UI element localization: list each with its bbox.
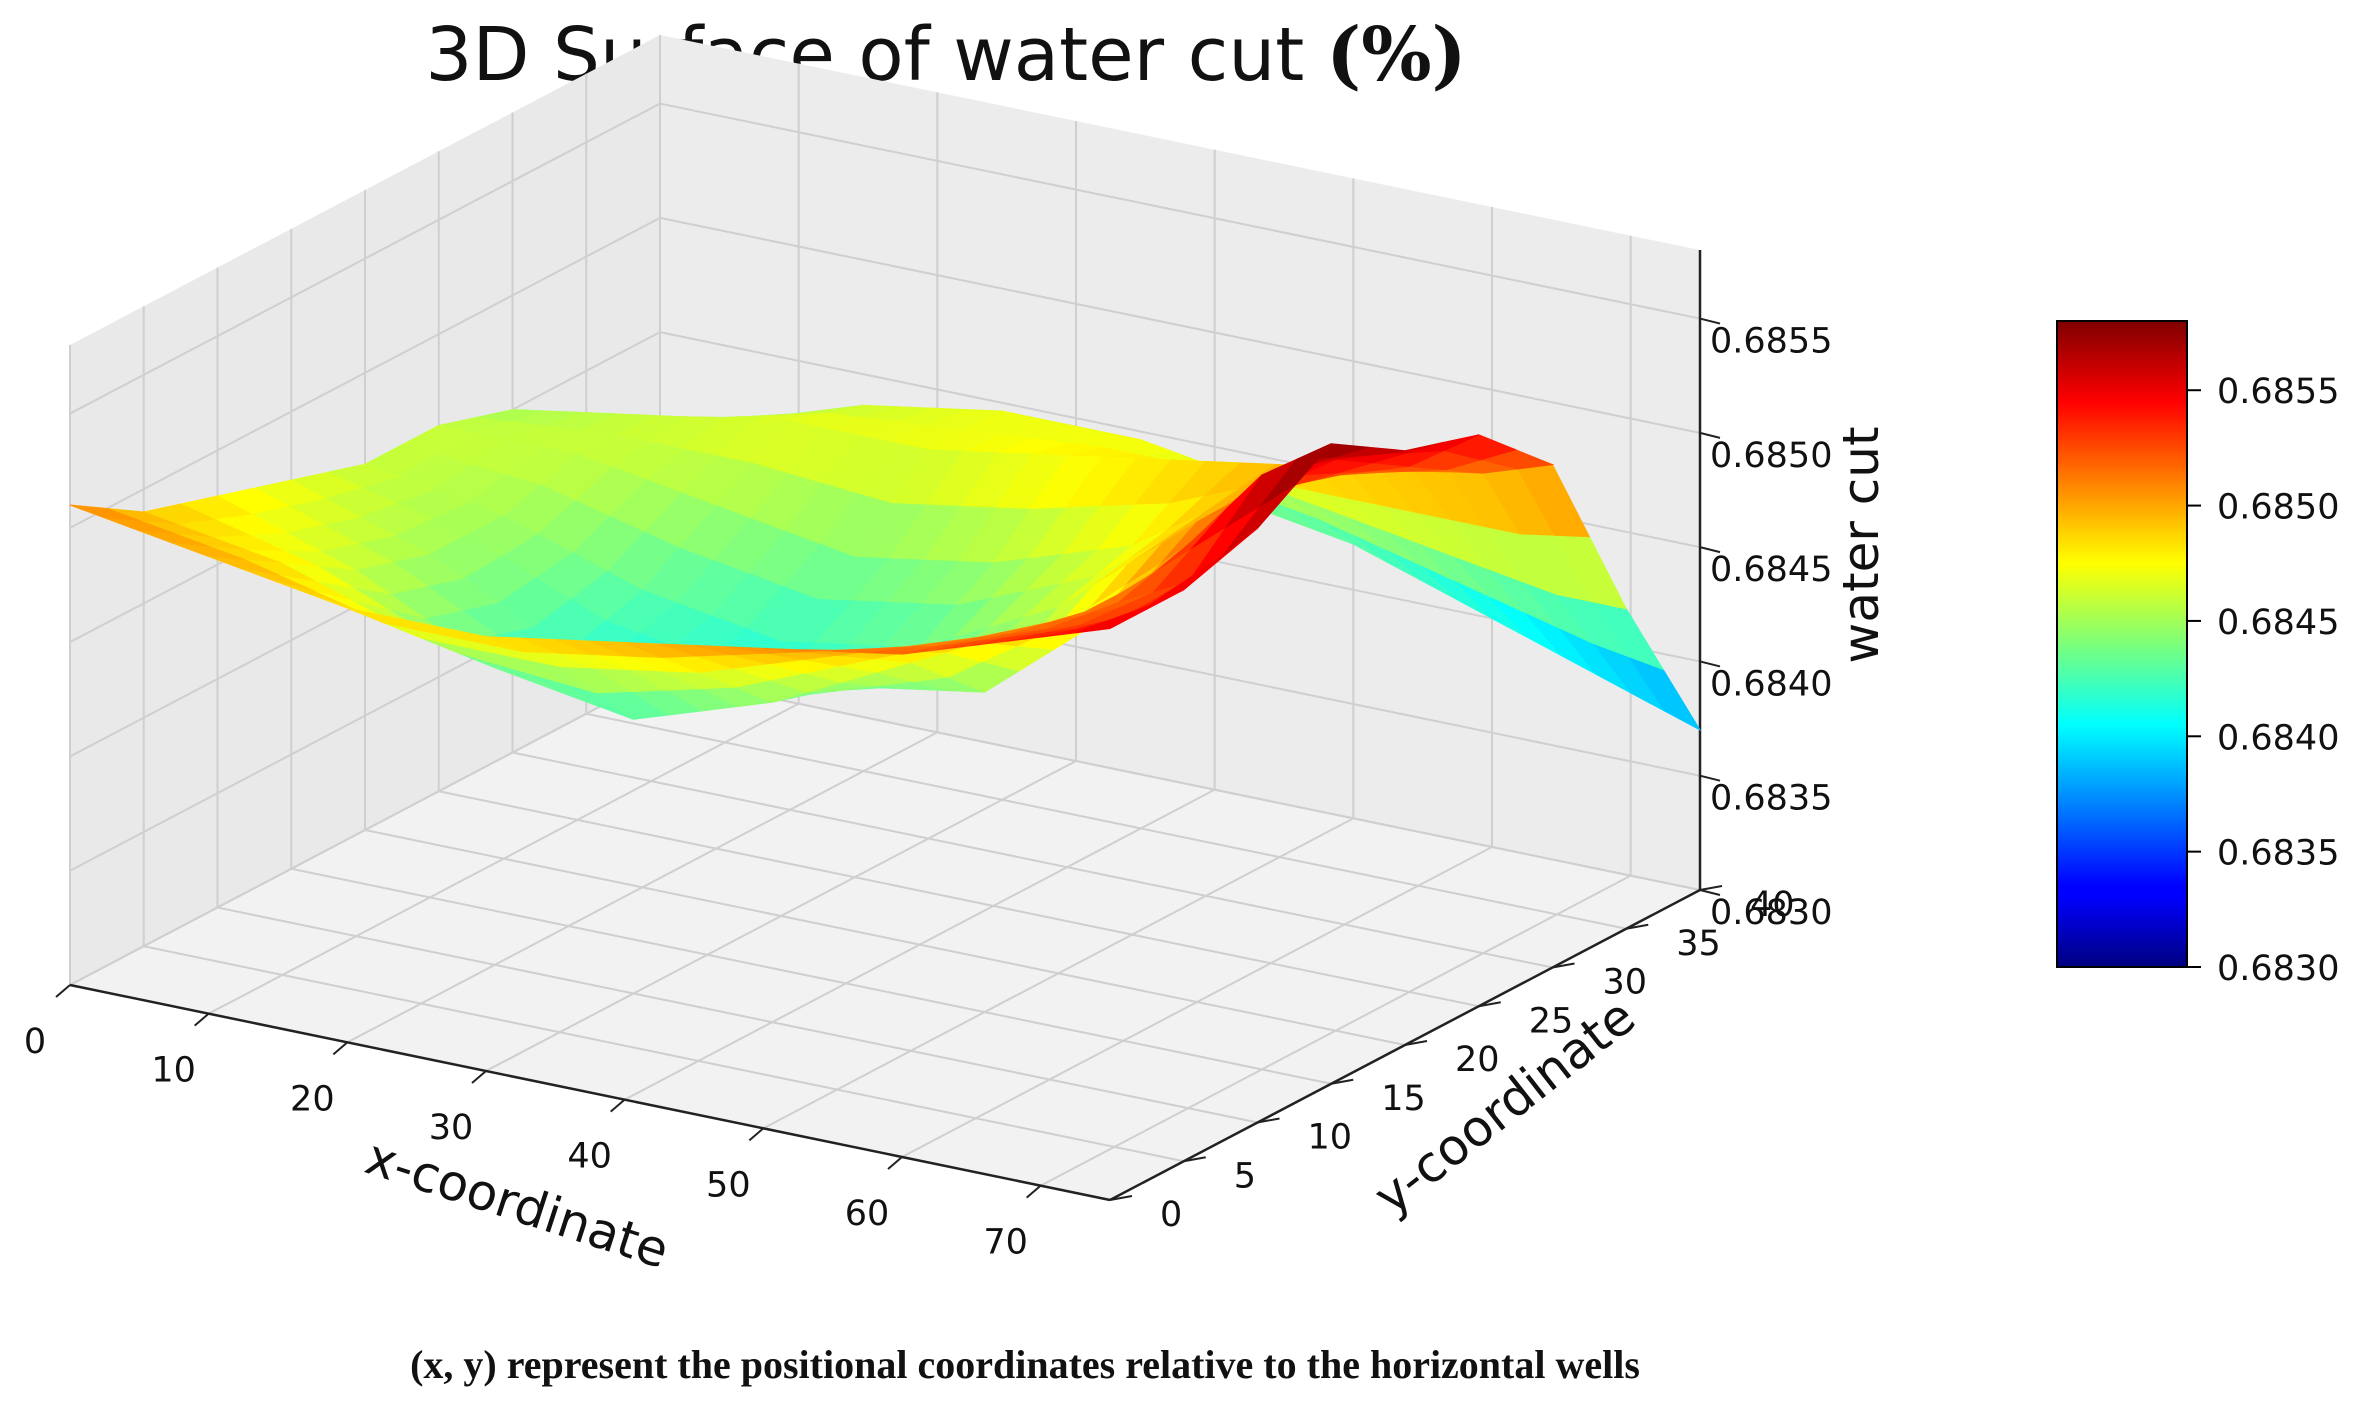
z-tick-label: 0.6830: [1710, 893, 1832, 933]
y-tick-mark: [1257, 1117, 1280, 1124]
surface-facet: [1075, 608, 1148, 634]
x-tick-label: 30: [429, 1108, 474, 1148]
gridline-z-back: [659, 216, 1701, 434]
z-tick-label: 0.6840: [1710, 664, 1832, 704]
gridline-y-floor: [512, 751, 1553, 969]
y-tick-label: 35: [1676, 924, 1721, 964]
y-tick-mark: [1183, 1156, 1206, 1163]
x-tick-mark: [194, 1012, 210, 1027]
y-tick-mark: [1478, 1001, 1501, 1008]
y-tick-label: 0: [1160, 1195, 1182, 1235]
gridline-y-floor: [438, 790, 1479, 1008]
z-tick-label: 0.6845: [1710, 550, 1832, 590]
colorbar: [2056, 320, 2188, 968]
gridline-z-left: [69, 674, 661, 986]
y-tick-label: 30: [1603, 963, 1648, 1003]
x-tick-mark: [887, 1156, 903, 1170]
surface-mesh: [69, 404, 1702, 732]
y-tick-label: 5: [1234, 1156, 1256, 1196]
gridline-y-floor: [217, 906, 1258, 1124]
y-tick-mark: [1626, 923, 1649, 930]
colorbar-tick-label: 0.6855: [2217, 372, 2339, 412]
x-tick-mark: [332, 1041, 348, 1056]
z-tick-mark: [1699, 546, 1721, 554]
z-tick-label: 0.6850: [1710, 436, 1832, 476]
x-tick-label: 0: [24, 1022, 46, 1062]
x-tick-label: 20: [290, 1079, 335, 1119]
colorbar-tick-label: 0.6845: [2217, 603, 2339, 643]
z-tick-mark: [1699, 774, 1721, 782]
gridline-z-left: [69, 102, 661, 415]
colorbar-tick-label: 0.6840: [2217, 718, 2339, 758]
y-tick-label: 40: [1750, 885, 1795, 925]
x-tick-mark: [55, 984, 71, 998]
y-tick-label: 25: [1529, 1001, 1574, 1041]
y-tick-mark: [1404, 1040, 1428, 1046]
gridline-y-floor: [364, 829, 1406, 1046]
z-axis-label: water cut: [1832, 426, 1890, 663]
colorbar-tick-label: 0.6830: [2217, 949, 2339, 989]
x-tick-mark: [1026, 1184, 1042, 1199]
gridline-z-back: [659, 674, 1701, 891]
x-tick-label: 60: [845, 1194, 890, 1234]
gridline-y-floor: [291, 867, 1332, 1085]
gridline-z-left: [69, 216, 661, 529]
x-tick-label: 40: [567, 1137, 612, 1177]
x-tick-label: 70: [983, 1223, 1028, 1263]
axis-ticks: 01020304050607005101520253035400.68300.6…: [24, 317, 1832, 1263]
x-tick-label: 50: [706, 1165, 751, 1205]
colorbar-tick-label: 0.6835: [2217, 834, 2339, 874]
gridline-y-floor: [586, 712, 1627, 930]
x-tick-mark: [610, 1098, 626, 1113]
colorbar-tick-label: 0.6850: [2217, 488, 2339, 528]
x-axis-line: [69, 983, 1111, 1202]
y-tick-label: 20: [1455, 1040, 1500, 1080]
chart-title-unit: (%): [1326, 12, 1466, 98]
y-tick-label: 10: [1308, 1118, 1353, 1158]
x-tick-label: 10: [151, 1051, 196, 1091]
y-tick-mark: [1552, 962, 1575, 969]
x-tick-mark: [748, 1127, 764, 1142]
z-tick-mark: [1699, 660, 1721, 668]
z-tick-label: 0.6835: [1710, 779, 1832, 819]
x-tick-mark: [471, 1070, 487, 1084]
z-tick-mark: [1699, 889, 1721, 896]
y-tick-mark: [1699, 885, 1723, 891]
z-tick-label: 0.6855: [1710, 322, 1832, 362]
colorbar-ticks: 0.6830 0.6835 0.6840 0.6845 0.6850 0.6855: [2187, 372, 2339, 989]
y-tick-label: 15: [1381, 1079, 1426, 1119]
y-tick-mark: [1109, 1195, 1133, 1201]
z-tick-mark: [1699, 317, 1721, 325]
y-tick-mark: [1331, 1078, 1354, 1085]
x-axis-label: x-coordinate: [359, 1128, 676, 1280]
figure-caption: (x, y) represent the positional coordina…: [410, 1342, 1640, 1387]
z-tick-mark: [1699, 431, 1721, 439]
gridline-y-floor: [143, 945, 1184, 1163]
gridline-z-back: [659, 102, 1701, 320]
